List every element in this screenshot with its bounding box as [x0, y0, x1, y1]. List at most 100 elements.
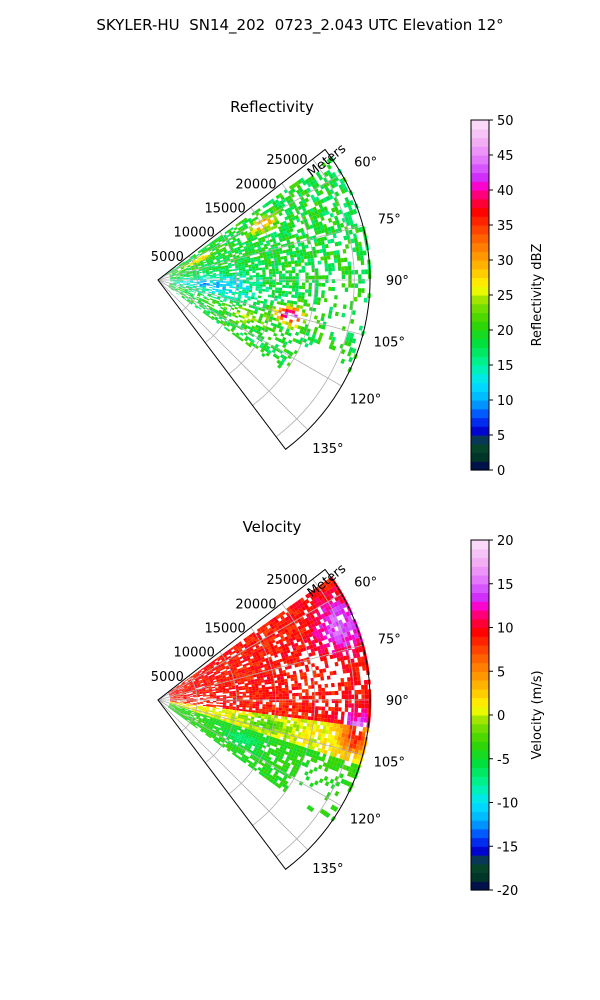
colorbar-segment — [471, 321, 489, 331]
data-cell — [311, 709, 315, 714]
data-cell — [212, 707, 216, 709]
data-cell — [181, 262, 185, 265]
data-cell — [199, 705, 203, 707]
data-cell — [192, 273, 197, 275]
data-cell — [327, 746, 332, 752]
data-cell — [261, 711, 266, 715]
data-cell — [184, 290, 188, 292]
data-cell — [234, 306, 239, 310]
data-cell — [181, 688, 185, 691]
data-cell — [175, 693, 180, 695]
data-cell — [215, 720, 220, 723]
data-cell — [348, 283, 352, 288]
data-cell — [220, 306, 224, 310]
data-cell — [228, 687, 233, 690]
data-cell — [242, 663, 247, 668]
data-cell — [254, 728, 259, 733]
data-cell — [312, 635, 318, 640]
data-cell — [243, 658, 248, 662]
data-cell — [219, 720, 223, 723]
azimuth-tick-label: 60° — [354, 155, 377, 170]
data-cell — [170, 276, 174, 278]
data-cell — [249, 693, 253, 696]
data-cell — [344, 703, 349, 708]
data-cell — [280, 231, 285, 236]
colorbar-segment — [471, 758, 489, 769]
data-cell — [173, 278, 177, 280]
data-cell — [325, 763, 331, 769]
data-cell — [244, 670, 249, 673]
data-cell — [192, 723, 196, 726]
data-cell — [246, 678, 251, 681]
data-cell — [215, 267, 219, 270]
data-cell — [287, 634, 292, 640]
data-cell — [227, 321, 231, 326]
data-cell — [349, 619, 354, 626]
data-cell — [303, 255, 308, 260]
data-cell — [172, 694, 177, 696]
data-cell — [244, 737, 249, 741]
data-cell — [186, 694, 190, 696]
data-cell — [173, 701, 177, 702]
data-cell — [256, 227, 261, 231]
data-cell — [336, 723, 341, 729]
data-cell — [261, 247, 265, 251]
data-cell — [218, 666, 223, 670]
data-cell — [246, 676, 251, 679]
data-cell — [176, 274, 180, 277]
data-cell — [307, 292, 312, 297]
data-cell — [209, 284, 213, 286]
data-cell — [180, 710, 185, 713]
data-cell — [282, 344, 287, 349]
data-cell — [282, 249, 287, 254]
data-cell — [326, 738, 331, 743]
data-cell — [329, 251, 334, 256]
data-cell — [239, 695, 243, 698]
data-cell — [182, 682, 186, 685]
azimuth-gridline — [157, 644, 363, 701]
data-cell — [209, 276, 213, 278]
data-cell — [187, 711, 191, 714]
data-cell — [335, 781, 341, 787]
data-cell — [231, 332, 236, 336]
data-cell — [227, 671, 232, 675]
data-cell — [341, 627, 347, 634]
data-cell — [344, 266, 349, 271]
data-cell — [302, 234, 307, 239]
data-cell — [196, 716, 200, 719]
data-cell — [279, 316, 284, 321]
data-cell — [284, 716, 288, 720]
data-cell — [245, 672, 250, 675]
data-cell — [228, 291, 232, 294]
data-cell — [210, 666, 215, 669]
data-cell — [272, 688, 276, 692]
data-cell — [171, 271, 175, 274]
data-cell — [291, 234, 296, 239]
data-cell — [187, 265, 191, 268]
data-cell — [235, 725, 239, 728]
data-cell — [178, 286, 183, 289]
data-cell — [355, 637, 361, 644]
data-cell — [247, 643, 252, 648]
data-cell — [290, 213, 295, 218]
data-cell — [232, 694, 237, 697]
data-cell — [291, 244, 296, 249]
data-cell — [210, 261, 214, 264]
data-cell — [329, 738, 334, 744]
data-cell — [225, 688, 229, 691]
data-cell — [170, 708, 174, 712]
data-cell — [301, 689, 306, 693]
data-cell — [308, 702, 312, 707]
data-cell — [303, 638, 308, 644]
data-cell — [327, 604, 333, 611]
data-cell — [210, 317, 215, 321]
data-cell — [255, 710, 259, 714]
colorbar-segment — [471, 382, 489, 392]
data-cell — [212, 694, 217, 696]
data-cell — [248, 688, 253, 692]
data-cell — [260, 236, 265, 240]
data-cell — [196, 714, 201, 717]
data-cell — [304, 709, 309, 713]
data-cell — [192, 286, 196, 288]
